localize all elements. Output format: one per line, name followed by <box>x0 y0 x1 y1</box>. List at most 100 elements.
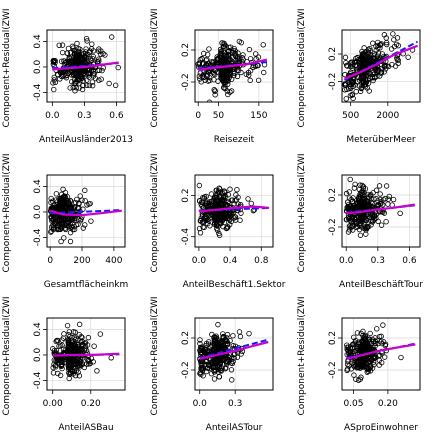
data-point <box>199 203 205 209</box>
data-point <box>245 196 251 202</box>
data-point <box>66 329 72 335</box>
data-point <box>51 74 57 81</box>
x-tick-label: 150 <box>250 111 267 121</box>
smooth-line <box>198 58 268 72</box>
data-point <box>76 201 82 207</box>
data-point <box>220 333 227 340</box>
x-tick-label: 50 <box>213 111 225 121</box>
data-point <box>375 218 381 225</box>
data-point <box>379 359 385 366</box>
y-axis-title: Component+Residual(ZWI <box>2 8 12 127</box>
data-point <box>91 70 98 77</box>
data-point <box>67 49 74 56</box>
data-point <box>390 196 397 203</box>
data-point <box>353 55 359 62</box>
data-point <box>222 336 228 343</box>
data-point <box>56 343 62 349</box>
data-point <box>58 191 65 198</box>
data-point <box>348 224 355 230</box>
data-point <box>232 214 238 220</box>
panel-4: 0 200 400 -0.4 0.0 0.4 Gesamtflächeinkm Compone… <box>2 153 128 290</box>
x-tick-label: 0 <box>47 256 53 266</box>
data-point <box>211 376 218 382</box>
data-point <box>201 224 207 231</box>
data-point <box>96 48 102 54</box>
data-point <box>369 211 375 218</box>
data-point <box>240 56 246 63</box>
data-point <box>359 48 365 55</box>
y-tick-label: -0.4 <box>33 371 43 389</box>
data-point <box>374 326 380 332</box>
data-point <box>381 69 387 75</box>
data-point <box>234 73 241 80</box>
data-point <box>203 346 209 353</box>
y-tick-label: 0.2 <box>181 331 191 345</box>
data-point <box>342 71 348 78</box>
data-point <box>384 41 390 48</box>
data-point <box>80 82 86 89</box>
x-tick-label: 0.6 <box>402 256 417 266</box>
data-point <box>200 195 206 201</box>
data-point <box>357 232 364 238</box>
data-point <box>346 189 353 195</box>
data-point <box>225 91 231 98</box>
data-point <box>59 219 66 225</box>
y-tick-label: 0.2 <box>181 188 191 202</box>
data-point <box>62 195 68 201</box>
data-point <box>88 46 95 52</box>
fit-line <box>199 338 269 359</box>
data-point <box>204 62 210 68</box>
data-point <box>383 183 390 189</box>
plot-frame <box>194 174 274 248</box>
data-point <box>96 67 102 73</box>
plot-frame <box>341 174 421 248</box>
data-point <box>201 50 207 57</box>
data-point <box>57 69 63 76</box>
data-point <box>99 67 105 74</box>
data-point <box>247 77 253 84</box>
data-point <box>228 367 235 373</box>
data-point <box>210 364 216 371</box>
x-axis-title: AnteilASTour <box>206 423 263 433</box>
data-point <box>108 355 114 361</box>
x-axis-title: Gesamtflächeinkm <box>44 280 129 290</box>
data-point <box>50 204 56 211</box>
data-point <box>237 217 243 223</box>
data-point <box>398 354 404 361</box>
data-point <box>198 215 204 222</box>
data-point <box>229 197 236 203</box>
x-tick-label: 0.8 <box>254 256 269 266</box>
data-point <box>213 346 219 352</box>
data-point <box>77 356 84 362</box>
x-axis-title: AnteilBeschäftTour <box>339 280 423 290</box>
data-point <box>360 332 366 339</box>
data-point <box>248 200 254 207</box>
data-point <box>361 334 368 340</box>
data-point <box>246 46 253 53</box>
data-point <box>360 343 366 350</box>
data-point <box>50 370 57 376</box>
data-layer <box>342 31 418 102</box>
data-point <box>82 222 88 228</box>
data-point <box>74 57 80 64</box>
data-point <box>58 238 64 245</box>
data-point <box>390 31 396 37</box>
data-point <box>50 80 56 86</box>
data-point <box>201 214 208 221</box>
data-point <box>364 85 370 91</box>
y-tick-label: 0.2 <box>181 43 191 57</box>
data-point <box>77 218 84 224</box>
data-point <box>364 369 370 375</box>
data-point <box>235 54 241 60</box>
data-point <box>212 194 219 200</box>
data-point <box>215 340 222 347</box>
data-point <box>358 203 365 209</box>
data-point <box>347 176 353 183</box>
data-point <box>367 75 373 82</box>
y-axis-title: Component+Residual(ZWI <box>297 296 307 415</box>
data-point <box>212 92 218 98</box>
data-point <box>62 60 68 66</box>
data-point <box>369 74 376 81</box>
data-point <box>252 51 259 57</box>
data-point <box>97 331 104 337</box>
